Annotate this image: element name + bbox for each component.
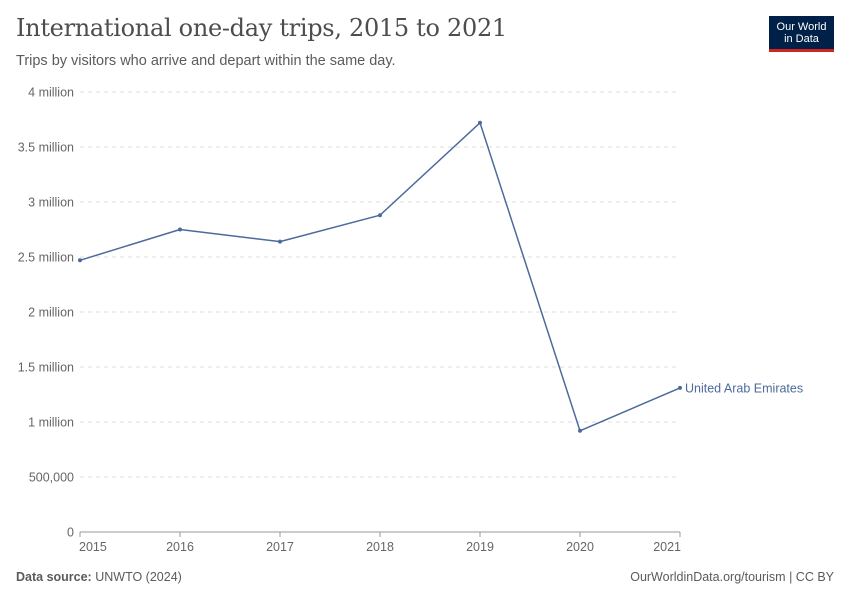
x-tick-label: 2019 [466, 540, 494, 554]
data-point [78, 258, 82, 263]
x-tick-label: 2016 [166, 540, 194, 554]
y-tick-label: 0 [67, 526, 74, 540]
x-tick-label: 2021 [653, 540, 681, 554]
y-tick-label: 2 million [28, 306, 74, 320]
x-tick-label: 2020 [566, 540, 594, 554]
data-point [578, 428, 582, 433]
data-point [678, 385, 682, 390]
y-tick-label: 4 million [28, 86, 74, 100]
x-tick-label: 2018 [366, 540, 394, 554]
y-tick-label: 1.5 million [18, 361, 74, 375]
data-source-label: Data source: [16, 570, 92, 584]
credit-link[interactable]: OurWorldinData.org/tourism | CC BY [630, 570, 834, 584]
owid-logo[interactable]: Our World in Data [769, 16, 834, 52]
data-point [178, 227, 182, 232]
data-point [378, 213, 382, 218]
chart-title: International one-day trips, 2015 to 202… [16, 14, 507, 42]
y-tick-label: 3 million [28, 196, 74, 210]
x-tick-label: 2015 [79, 540, 107, 554]
series-label: United Arab Emirates [685, 381, 803, 395]
data-source: Data source: UNWTO (2024) [16, 570, 182, 584]
chart-subtitle: Trips by visitors who arrive and depart … [16, 53, 396, 69]
y-tick-label: 1 million [28, 416, 74, 430]
series-line [79, 122, 681, 432]
data-point [278, 239, 282, 244]
logo-line-1: Our World [776, 21, 827, 33]
x-tick-label: 2017 [266, 540, 294, 554]
y-tick-label: 3.5 million [18, 141, 74, 155]
y-tick-label: 500,000 [29, 471, 74, 485]
data-point [478, 120, 482, 125]
data-source-value[interactable]: UNWTO (2024) [95, 570, 182, 584]
logo-line-2: in Data [784, 33, 819, 45]
y-tick-label: 2.5 million [18, 251, 74, 265]
